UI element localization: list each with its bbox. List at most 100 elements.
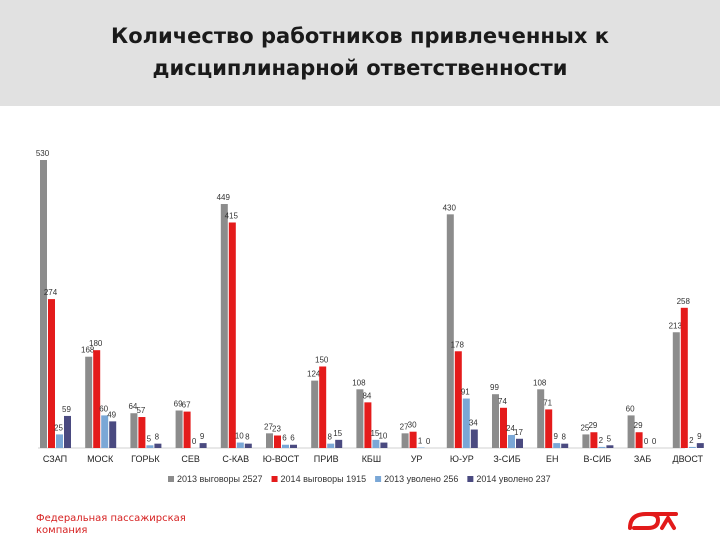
bar <box>500 407 507 448</box>
data-label: 449 <box>217 193 231 202</box>
data-label: 108 <box>352 378 366 387</box>
data-label: 180 <box>89 339 103 348</box>
data-label: 0 <box>426 437 431 446</box>
data-label: 29 <box>634 421 643 430</box>
data-label: 5 <box>607 434 612 443</box>
data-label: 9 <box>697 432 702 441</box>
bar <box>335 439 343 448</box>
data-label: 15 <box>370 429 379 438</box>
data-label: 6 <box>282 434 287 443</box>
data-label: 0 <box>192 437 197 446</box>
category-label: Ю-УР <box>450 454 474 464</box>
legend-label: 2013 уволено 256 <box>384 474 458 484</box>
bar <box>462 398 470 448</box>
category-label: ПРИВ <box>314 454 339 464</box>
data-label: 8 <box>155 433 160 442</box>
data-label: 91 <box>461 388 470 397</box>
data-label: 6 <box>290 434 295 443</box>
data-label: 213 <box>669 321 683 330</box>
data-label: 84 <box>362 391 371 400</box>
data-label: 59 <box>62 405 71 414</box>
title-band: Количество работников привлеченных к дис… <box>0 0 720 106</box>
data-label: 71 <box>543 398 552 407</box>
bar <box>48 299 55 448</box>
bar <box>590 432 598 448</box>
bar <box>56 434 63 448</box>
data-label: 2 <box>689 436 694 445</box>
bar <box>688 446 696 448</box>
data-label: 60 <box>626 404 635 413</box>
data-label: 168 <box>81 346 95 355</box>
data-label: 69 <box>174 400 183 409</box>
bar <box>672 332 680 448</box>
bar <box>282 444 289 448</box>
bar <box>93 350 101 448</box>
footer-company-name: Федеральная пассажирская компания <box>36 513 186 536</box>
bar <box>470 429 478 448</box>
category-label: В-СИБ <box>583 454 611 464</box>
bar <box>85 356 93 448</box>
data-label: 108 <box>533 378 547 387</box>
bar <box>356 389 364 448</box>
data-label: 274 <box>44 288 58 297</box>
bar <box>183 411 191 448</box>
data-label: 15 <box>333 429 342 438</box>
data-label: 64 <box>128 402 137 411</box>
rzd-logo <box>624 508 682 534</box>
category-label: С-КАВ <box>222 454 249 464</box>
bar <box>64 415 71 448</box>
data-label: 8 <box>245 433 250 442</box>
data-label: 5 <box>147 434 152 443</box>
bar <box>553 443 561 448</box>
slide-title: Количество работников привлеченных к дис… <box>111 24 609 80</box>
category-label: ЗАБ <box>634 454 651 464</box>
data-label: 0 <box>644 437 649 446</box>
category-label: УР <box>411 454 423 464</box>
bar <box>228 222 236 448</box>
bar <box>236 442 244 448</box>
legend-swatch <box>271 476 278 482</box>
bar <box>290 444 297 448</box>
legend-label: 2014 выговоры 1915 <box>281 474 367 484</box>
bar <box>199 443 207 448</box>
bar <box>537 389 545 448</box>
data-label: 27 <box>264 422 273 431</box>
bar <box>409 431 417 448</box>
bar <box>417 447 425 448</box>
bar <box>274 435 281 448</box>
data-label: 74 <box>498 397 507 406</box>
data-label: 415 <box>225 211 239 220</box>
bar <box>635 432 643 448</box>
category-label: СЗАП <box>43 454 67 464</box>
data-label: 0 <box>652 437 657 446</box>
category-label: МОСК <box>87 454 114 464</box>
data-label: 8 <box>327 433 332 442</box>
bar <box>598 446 606 448</box>
data-label: 49 <box>107 410 116 419</box>
bar <box>680 307 688 448</box>
bar <box>582 434 590 448</box>
data-label: 67 <box>182 401 191 410</box>
data-label: 57 <box>136 406 145 415</box>
data-label: 178 <box>451 340 465 349</box>
bar <box>380 442 388 448</box>
data-label: 29 <box>588 421 597 430</box>
bar <box>154 443 162 448</box>
bar <box>327 443 335 448</box>
data-label: 25 <box>54 423 63 432</box>
legend-swatch <box>375 476 382 482</box>
category-label: ДВОСТ <box>673 454 704 464</box>
data-label: 34 <box>469 419 478 428</box>
data-label: 430 <box>443 203 457 212</box>
bar <box>138 417 146 448</box>
bar <box>401 433 409 448</box>
bar <box>446 214 454 448</box>
data-label: 24 <box>506 424 515 433</box>
bar <box>492 394 499 448</box>
bar <box>545 409 553 448</box>
data-label: 30 <box>408 421 417 430</box>
bar <box>311 380 319 448</box>
category-label: КБШ <box>362 454 381 464</box>
category-label: Ю-ВОСТ <box>263 454 300 464</box>
